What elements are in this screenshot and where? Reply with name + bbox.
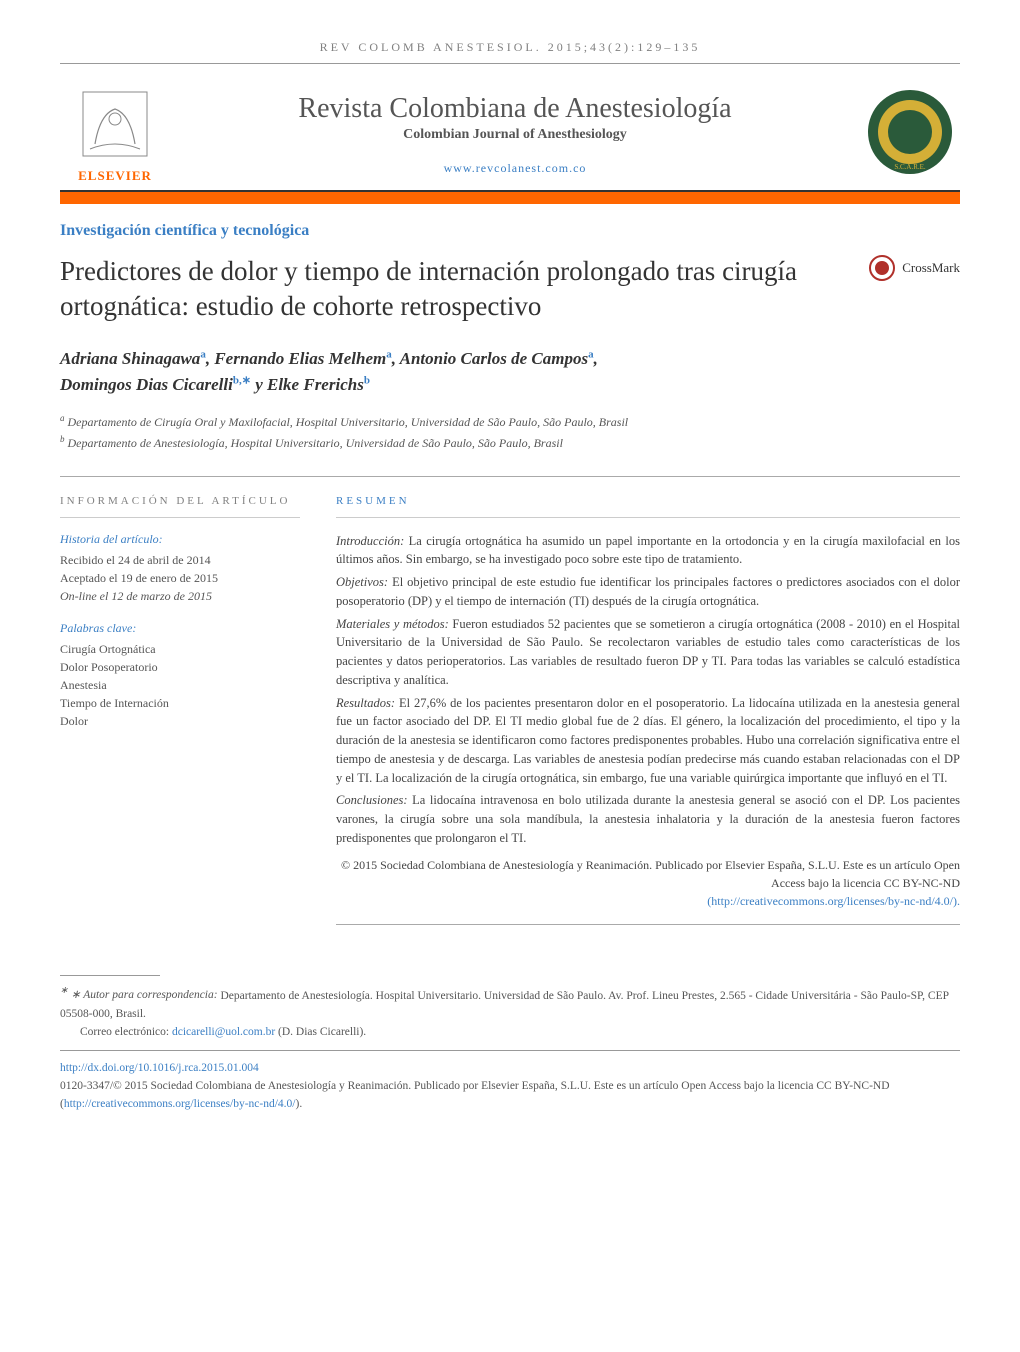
- footer: ∗ ∗ Autor para correspondencia: Departam…: [60, 975, 960, 1114]
- abstract-results-text: El 27,6% de los pacientes presentaron do…: [336, 696, 960, 785]
- journal-header: ELSEVIER Revista Colombiana de Anestesio…: [60, 84, 960, 184]
- affil-b: Departamento de Anestesiología, Hospital…: [65, 436, 563, 450]
- crossmark-badge[interactable]: CrossMark: [868, 254, 960, 282]
- abstract-methods-label: Materiales y métodos:: [336, 617, 452, 631]
- keyword: Cirugía Ortognática: [60, 640, 300, 658]
- journal-subtitle: Colombian Journal of Anesthesiology: [170, 127, 860, 143]
- keyword: Dolor: [60, 712, 300, 730]
- footer-divider: [60, 975, 160, 976]
- article-title: Predictores de dolor y tiempo de interna…: [60, 254, 800, 324]
- online-date: On-line el 12 de marzo de 2015: [60, 587, 300, 605]
- corr-label: ∗ Autor para correspondencia:: [71, 989, 221, 1001]
- authors: Adriana Shinagawaa, Fernando Elias Melhe…: [60, 346, 960, 397]
- author-4: Domingos Dias Cicarelli: [60, 375, 233, 394]
- email-suffix: (D. Dias Cicarelli).: [275, 1026, 366, 1038]
- abstract-intro-text: La cirugía ortognática ha asumido un pap…: [336, 534, 960, 567]
- author-5: Elke Frerichs: [267, 375, 364, 394]
- accepted-date: Aceptado el 19 de enero de 2015: [60, 569, 300, 587]
- corresponding-author: ∗ ∗ Autor para correspondencia: Departam…: [60, 984, 960, 1024]
- copyright: © 2015 Sociedad Colombiana de Anestesiol…: [336, 856, 960, 910]
- content-row: información del artículo Historia del ar…: [60, 476, 960, 925]
- issn-suffix: ).: [296, 1098, 303, 1110]
- abstract-bottom-rule: [336, 924, 960, 925]
- keywords-label: Palabras clave:: [60, 621, 300, 636]
- doi-link[interactable]: http://dx.doi.org/10.1016/j.rca.2015.01.…: [60, 1062, 259, 1074]
- abstract-objectives: Objetivos: El objetivo principal de este…: [336, 573, 960, 611]
- article-type: Investigación científica y tecnológica: [60, 222, 960, 240]
- abstract-heading: resumen: [336, 495, 960, 518]
- journal-url[interactable]: www.revcolanest.com.co: [170, 161, 860, 176]
- society-logo: S.C.A.R.E.: [860, 87, 960, 182]
- received-date: Recibido el 24 de abril de 2014: [60, 551, 300, 569]
- issn-license-link[interactable]: http://creativecommons.org/licenses/by-n…: [64, 1098, 296, 1110]
- author-2: Fernando Elias Melhem: [214, 349, 386, 368]
- citation-header: rev colomb anestesiol. 2015;43(2):129–13…: [60, 40, 960, 55]
- elsevier-text: ELSEVIER: [60, 168, 170, 184]
- abstract-conclusions: Conclusiones: La lidocaína intravenosa e…: [336, 791, 960, 847]
- footer-rule: [60, 1050, 960, 1051]
- title-row: Predictores de dolor y tiempo de interna…: [60, 254, 960, 324]
- email-label: Correo electrónico:: [80, 1026, 172, 1038]
- abstract-results: Resultados: El 27,6% de los pacientes pr…: [336, 694, 960, 788]
- author-3: Antonio Carlos de Campos: [400, 349, 588, 368]
- abstract-methods: Materiales y métodos: Fueron estudiados …: [336, 615, 960, 690]
- author-sep: ,: [594, 349, 598, 368]
- email-line: Correo electrónico: dcicarelli@uol.com.b…: [60, 1023, 960, 1041]
- abstract-obj-text: El objetivo principal de este estudio fu…: [336, 575, 960, 608]
- history-label: Historia del artículo:: [60, 532, 300, 547]
- journal-title-block: Revista Colombiana de Anestesiología Col…: [170, 93, 860, 176]
- orange-bar: [60, 190, 960, 204]
- author-sep: y: [251, 375, 267, 394]
- abstract-intro: Introducción: La cirugía ortognática ha …: [336, 532, 960, 570]
- affiliations: a Departamento de Cirugía Oral y Maxilof…: [60, 411, 960, 453]
- svg-text:S.C.A.R.E.: S.C.A.R.E.: [894, 163, 926, 171]
- author-4-sup: b,∗: [233, 374, 251, 386]
- affil-a: Departamento de Cirugía Oral y Maxilofac…: [65, 415, 629, 429]
- issn-line: 0120-3347/© 2015 Sociedad Colombiana de …: [60, 1077, 960, 1114]
- author-1: Adriana Shinagawa: [60, 349, 200, 368]
- abstract-results-label: Resultados:: [336, 696, 399, 710]
- license-link[interactable]: (http://creativecommons.org/licenses/by-…: [707, 894, 960, 908]
- keyword: Anestesia: [60, 676, 300, 694]
- info-heading: información del artículo: [60, 495, 300, 518]
- author-5-sup: b: [364, 374, 370, 386]
- abstract-concl-text: La lidocaína intravenosa en bolo utiliza…: [336, 793, 960, 845]
- email-link[interactable]: dcicarelli@uol.com.br: [172, 1026, 275, 1038]
- abstract-intro-label: Introducción:: [336, 534, 409, 548]
- abstract-obj-label: Objetivos:: [336, 575, 392, 589]
- top-rule: [60, 63, 960, 64]
- article-info-column: información del artículo Historia del ar…: [60, 477, 300, 925]
- elsevier-logo: ELSEVIER: [60, 84, 170, 184]
- author-sep: ,: [392, 349, 400, 368]
- keyword: Dolor Posoperatorio: [60, 658, 300, 676]
- copyright-text: © 2015 Sociedad Colombiana de Anestesiol…: [341, 858, 960, 890]
- crossmark-label: CrossMark: [902, 260, 960, 276]
- abstract-concl-label: Conclusiones:: [336, 793, 412, 807]
- keyword: Tiempo de Internación: [60, 694, 300, 712]
- abstract-column: resumen Introducción: La cirugía ortogná…: [336, 477, 960, 925]
- journal-title: Revista Colombiana de Anestesiología: [170, 93, 860, 125]
- crossmark-icon: [868, 254, 896, 282]
